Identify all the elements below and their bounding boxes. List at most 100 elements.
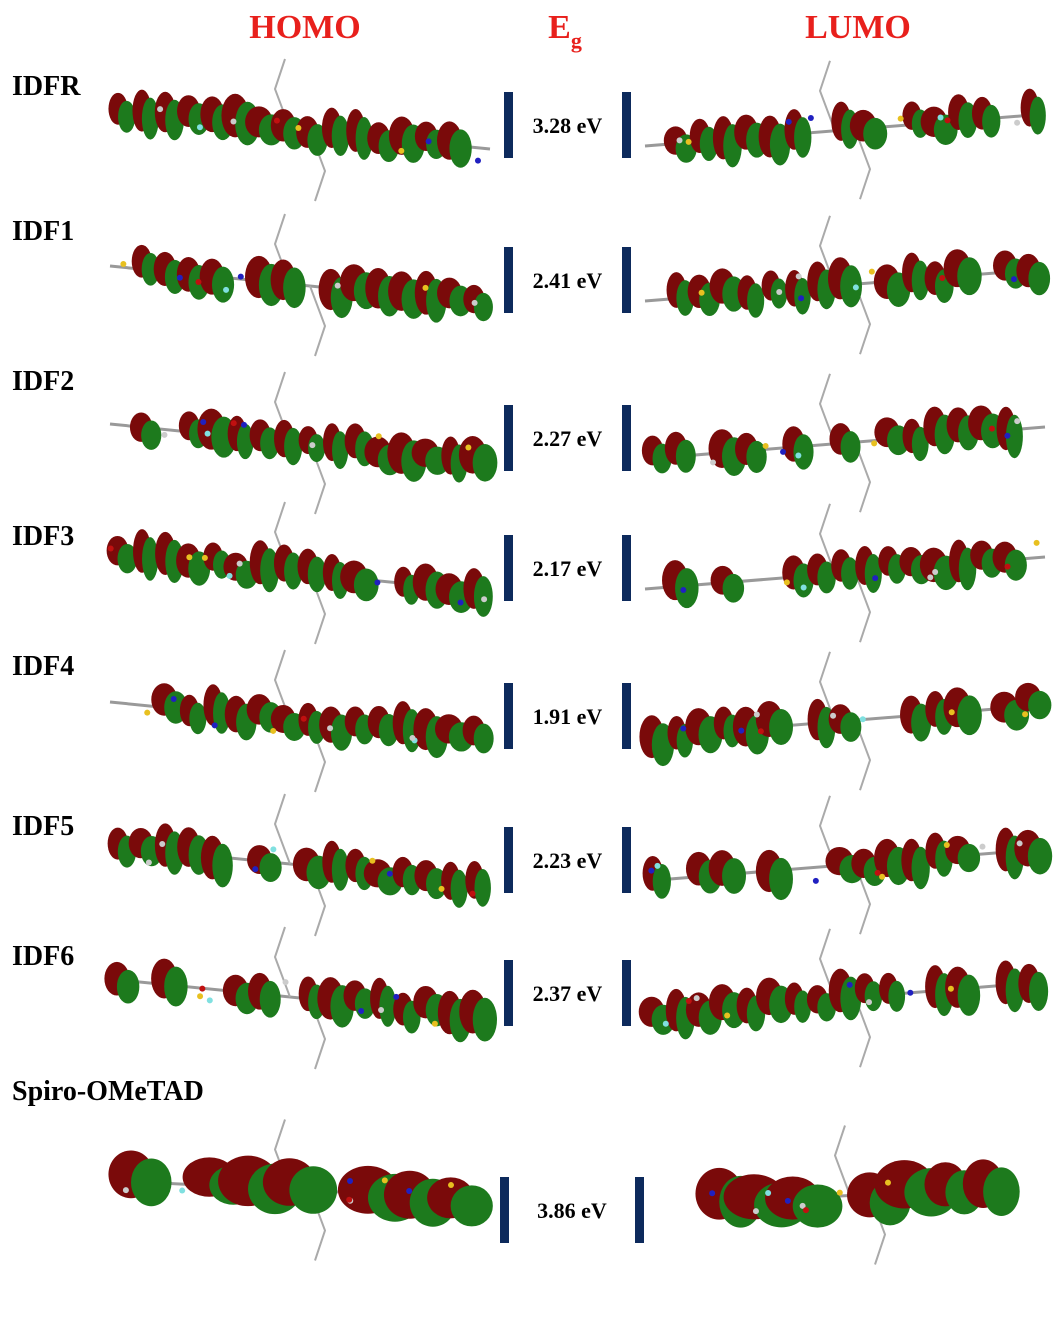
orbital-lobe [259, 853, 282, 883]
atom [431, 1020, 438, 1027]
atom [807, 114, 814, 121]
atom [474, 157, 481, 164]
atom [241, 421, 248, 428]
orbital-lobe [284, 427, 303, 466]
side-chain [818, 651, 836, 723]
orbital-lobe [449, 129, 472, 168]
gap-bar [504, 535, 513, 601]
orbital-lobe [116, 969, 140, 1004]
atom [785, 118, 792, 125]
gap-header: Eg [548, 9, 582, 53]
orbital-lobe [379, 985, 397, 1027]
atom [236, 560, 243, 567]
molecule [695, 1125, 1020, 1265]
side-chain [854, 996, 872, 1068]
atom [865, 999, 872, 1006]
orbital-lobe [211, 266, 235, 303]
atom [927, 574, 934, 581]
atom [907, 989, 914, 996]
atom [226, 572, 233, 579]
atom [200, 418, 207, 425]
atom [270, 846, 277, 853]
gap-value: 2.27 eV [533, 426, 603, 451]
atom [195, 279, 202, 286]
atom [270, 727, 277, 734]
atom [398, 147, 405, 154]
gap-bar [622, 405, 631, 471]
molecule-name: IDF6 [12, 941, 74, 972]
atom [897, 115, 904, 122]
gap-value: 1.91 eV [533, 704, 603, 729]
orbital-lobe [911, 426, 929, 462]
atom [795, 273, 802, 280]
orbital-lobe [792, 1184, 843, 1228]
atom [937, 114, 944, 121]
gap-bar [504, 683, 513, 749]
atom [676, 137, 683, 144]
orbital-lobe [957, 257, 982, 296]
side-chain [854, 128, 872, 200]
molecule [108, 1119, 493, 1261]
atom [654, 862, 661, 869]
atom [159, 840, 166, 847]
molecule [644, 503, 1046, 643]
atom [201, 554, 208, 561]
gap-value: 2.37 eV [533, 981, 603, 1006]
side-chain [854, 441, 872, 513]
atom [369, 857, 376, 864]
orbital-lobe [331, 848, 349, 891]
molecule [642, 795, 1053, 935]
atom [346, 1196, 353, 1203]
molecule [108, 58, 491, 202]
atom [884, 1179, 891, 1186]
atom [780, 448, 787, 455]
side-chain [833, 1125, 851, 1196]
orbital-lobe [355, 117, 373, 160]
atom [107, 545, 114, 552]
orbital-lobe [307, 556, 327, 593]
molecule [109, 371, 498, 515]
gap-bar [500, 1177, 509, 1243]
gap-bar [622, 683, 631, 749]
gap-header-sub: g [571, 28, 582, 53]
atom [425, 138, 432, 145]
atom [784, 1197, 791, 1204]
orbital-lobe [957, 695, 982, 736]
atom [868, 268, 875, 275]
orbital-lobe [769, 708, 794, 746]
atom [422, 284, 429, 291]
atom [939, 275, 946, 282]
atom [252, 866, 259, 873]
atom [179, 1187, 186, 1194]
atom [358, 1008, 365, 1015]
atom [471, 299, 478, 306]
orbital-lobe [331, 115, 350, 157]
atom [273, 117, 280, 124]
atom [830, 712, 837, 719]
orbital-lobe [911, 260, 930, 301]
atom [648, 867, 655, 874]
atom [176, 274, 183, 281]
atom [1022, 711, 1029, 718]
molecule-name: IDF1 [12, 216, 74, 247]
orbital-lobe [675, 439, 696, 473]
side-chain [854, 571, 872, 643]
atom [988, 425, 995, 432]
atom [685, 997, 692, 1004]
atom [409, 735, 416, 742]
atom [757, 728, 764, 735]
gap-value: 2.17 eV [533, 556, 603, 581]
orbital-lobe [769, 857, 793, 901]
atom [170, 695, 177, 702]
orbital-lobe [840, 712, 862, 742]
atom [685, 138, 692, 145]
molecule [104, 926, 497, 1070]
homo-header: HOMO [249, 9, 360, 46]
atom [710, 459, 717, 466]
atom [852, 284, 859, 291]
gap-bar [622, 960, 631, 1026]
gap-header-main: E [548, 9, 571, 46]
atom [859, 716, 866, 723]
atom [406, 1188, 413, 1195]
atom [381, 1177, 388, 1184]
